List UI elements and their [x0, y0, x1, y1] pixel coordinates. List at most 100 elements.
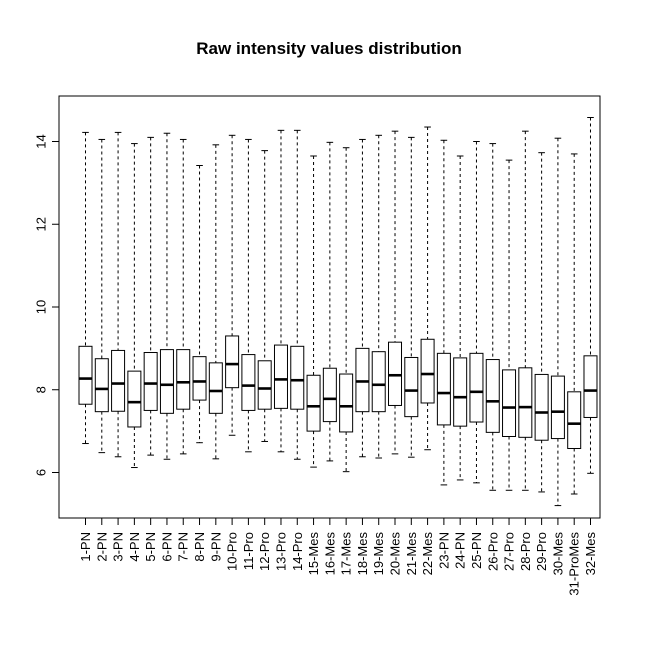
x-tick-label: 29-Pro: [534, 532, 549, 571]
iqr-box: [567, 391, 582, 449]
box-13-Pro: [273, 129, 288, 453]
x-tick-label: 28-Pro: [518, 532, 533, 571]
box-2-PN: [94, 138, 109, 454]
x-tick-label: 15-Mes: [306, 532, 321, 576]
y-tick-label: 8: [34, 386, 49, 393]
box-22-Mes: [420, 126, 435, 451]
x-tick-label: 3-PN: [111, 532, 126, 562]
x-tick-label: 31-ProMes: [567, 532, 582, 596]
box-17-Mes: [339, 147, 354, 473]
iqr-box: [94, 358, 109, 413]
x-tick-label: 5-PN: [143, 532, 158, 562]
box-14-Pro: [290, 129, 305, 460]
x-tick-label: 11-Pro: [241, 532, 256, 570]
iqr-box: [257, 360, 272, 410]
x-tick-label: 32-Mes: [583, 532, 598, 576]
iqr-box: [273, 344, 288, 409]
iqr-box: [404, 356, 419, 418]
x-tick-label: 1-PN: [78, 532, 93, 562]
box-8-PN: [192, 165, 207, 444]
iqr-box: [485, 359, 500, 433]
box-5-PN: [143, 136, 158, 456]
x-tick-label: 17-Mes: [339, 532, 354, 576]
box-26-Pro: [485, 143, 500, 491]
iqr-box: [436, 352, 451, 426]
x-tick-label: 6-PN: [159, 532, 174, 562]
box-15-Mes: [306, 155, 321, 468]
x-tick-label: 24-PN: [453, 532, 468, 569]
iqr-box: [111, 349, 126, 412]
x-tick-label: 23-PN: [436, 532, 451, 569]
x-tick-label: 27-Pro: [502, 532, 517, 571]
box-20-Mes: [388, 130, 403, 455]
box-27-Pro: [502, 159, 517, 491]
y-tick-label: 12: [34, 217, 49, 231]
y-tick-label: 6: [34, 469, 49, 476]
box-32-Mes: [583, 117, 598, 474]
iqr-box: [469, 352, 484, 423]
box-28-Pro: [518, 130, 533, 491]
box-12-Pro: [257, 150, 272, 442]
x-tick-label: 2-PN: [94, 532, 109, 562]
x-tick-label: 25-PN: [469, 532, 484, 569]
iqr-box: [583, 355, 598, 418]
iqr-box: [502, 369, 517, 437]
box-4-PN: [127, 143, 142, 469]
box-6-PN: [159, 132, 174, 460]
iqr-box: [127, 370, 142, 428]
iqr-box: [453, 357, 468, 427]
box-25-PN: [469, 141, 484, 484]
x-tick-label: 21-Mes: [404, 532, 419, 576]
x-tick-label: 14-Pro: [290, 532, 305, 571]
iqr-box: [159, 349, 174, 414]
iqr-box: [225, 335, 240, 389]
box-21-Mes: [404, 136, 419, 458]
x-tick-label: 19-Mes: [371, 532, 386, 576]
iqr-box: [550, 375, 565, 440]
iqr-box: [78, 345, 93, 405]
x-tick-label: 20-Mes: [388, 532, 403, 576]
x-tick-label: 30-Mes: [550, 532, 565, 576]
y-tick-label: 10: [34, 300, 49, 314]
x-tick-label: 9-PN: [208, 532, 223, 562]
box-7-PN: [176, 138, 191, 455]
y-axis: 6 8 10 12 14: [34, 134, 60, 476]
iqr-box: [192, 356, 207, 401]
iqr-box: [371, 351, 386, 413]
iqr-box: [518, 367, 533, 438]
iqr-box: [420, 338, 435, 404]
x-tick-label: 22-Mes: [420, 532, 435, 576]
iqr-box: [208, 362, 223, 414]
y-tick-label: 14: [34, 134, 49, 148]
box-29-Pro: [534, 152, 549, 493]
iqr-box: [176, 349, 191, 410]
x-tick-label: 16-Mes: [322, 532, 337, 576]
iqr-box: [322, 367, 337, 423]
iqr-box: [355, 347, 370, 413]
box-10-Pro: [225, 134, 240, 436]
x-tick-label: 18-Mes: [355, 532, 370, 576]
x-tick-label: 12-Pro: [257, 532, 272, 571]
x-tick-label: 7-PN: [176, 532, 191, 562]
iqr-box: [290, 345, 305, 410]
iqr-box: [241, 354, 256, 411]
box-1-PN: [78, 131, 93, 445]
box-16-Mes: [322, 141, 337, 462]
box-11-Pro: [241, 138, 256, 453]
iqr-box: [534, 373, 549, 441]
iqr-box: [339, 373, 354, 433]
box-24-PN: [453, 155, 468, 481]
box-31-ProMes: [567, 153, 582, 495]
x-axis: 1-PN 2-PN 3-PN 4-PN 5-PN 6-PN 7-PN 8-PN 9-PN 10-P…: [78, 517, 598, 596]
x-tick-label: 13-Pro: [273, 532, 288, 571]
box-30-Mes: [550, 137, 565, 507]
x-tick-label: 26-Pro: [485, 532, 500, 571]
x-tick-label: 8-PN: [192, 532, 207, 562]
boxes-group: [78, 117, 598, 507]
x-tick-label: 4-PN: [127, 532, 142, 562]
box-9-PN: [208, 144, 223, 460]
box-19-Mes: [371, 134, 386, 459]
box-18-Mes: [355, 138, 370, 458]
iqr-box: [143, 352, 158, 411]
